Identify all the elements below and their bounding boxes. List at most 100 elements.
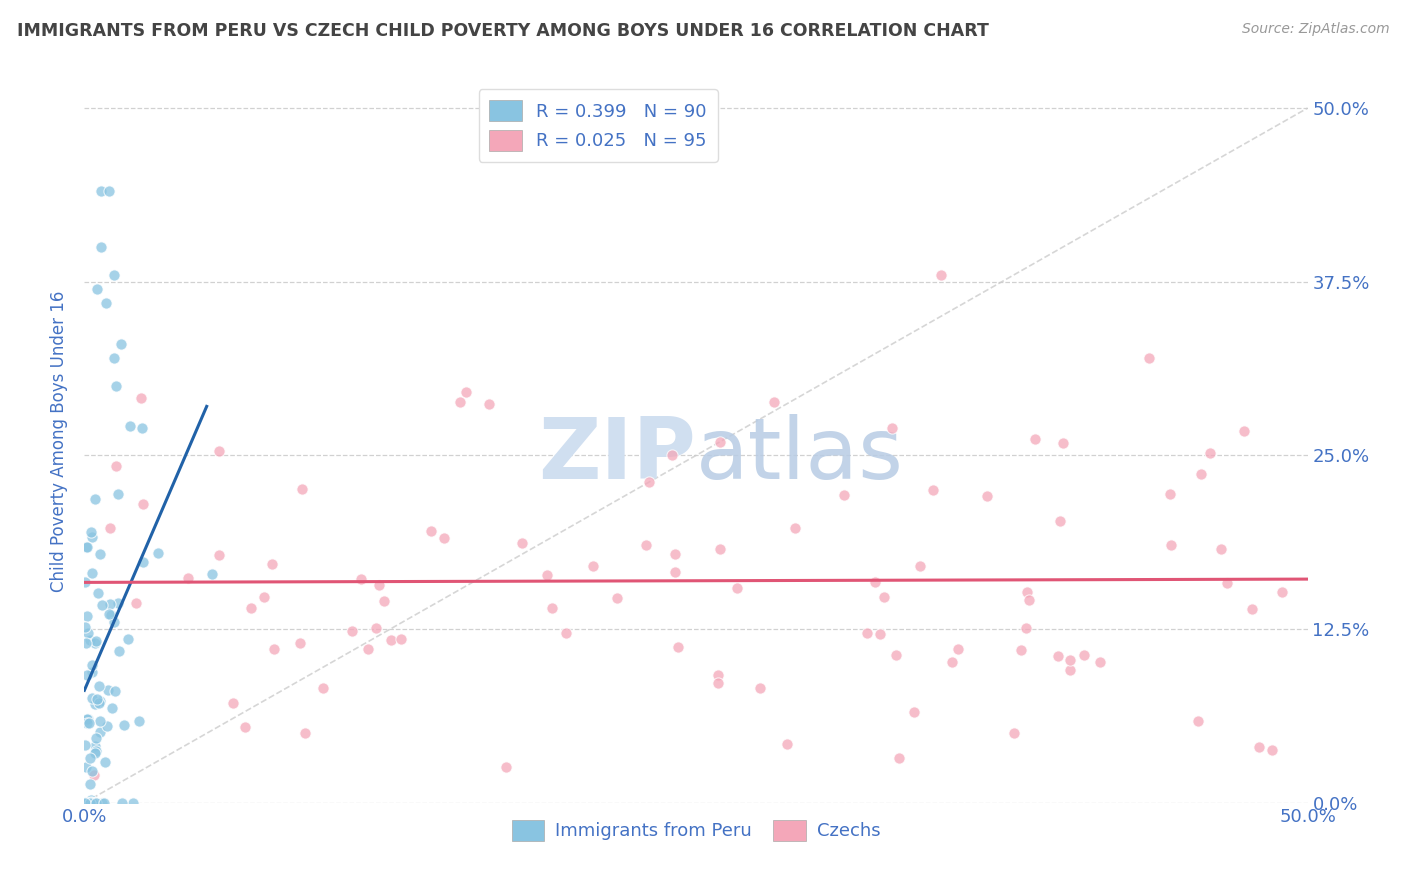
Point	[762, 395, 785, 409]
Point	[75, 540, 97, 554]
Point	[541, 601, 564, 615]
Point	[89, 547, 111, 561]
Point	[200, 566, 222, 581]
Point	[79, 796, 101, 810]
Point	[312, 681, 335, 695]
Point	[294, 726, 316, 740]
Y-axis label: Child Poverty Among Boys Under 16: Child Poverty Among Boys Under 16	[51, 291, 69, 592]
Point	[555, 625, 578, 640]
Point	[263, 642, 285, 657]
Point	[90, 240, 112, 254]
Point	[1010, 642, 1032, 657]
Point	[148, 546, 170, 560]
Point	[79, 632, 101, 647]
Point	[1052, 435, 1074, 450]
Point	[76, 796, 98, 810]
Point	[75, 796, 97, 810]
Point	[75, 760, 97, 774]
Point	[111, 796, 134, 810]
Point	[73, 738, 96, 752]
Point	[84, 739, 107, 753]
Point	[77, 712, 100, 726]
Point	[941, 655, 963, 669]
Point	[76, 712, 98, 726]
Point	[100, 608, 122, 623]
Point	[120, 419, 142, 434]
Point	[84, 636, 107, 650]
Point	[75, 574, 97, 589]
Point	[922, 483, 945, 497]
Point	[1059, 663, 1081, 677]
Point	[903, 705, 925, 719]
Point	[96, 295, 118, 310]
Point	[80, 566, 103, 580]
Point	[1247, 740, 1270, 755]
Point	[89, 724, 111, 739]
Point	[869, 626, 891, 640]
Text: ZIP: ZIP	[538, 415, 696, 498]
Point	[253, 590, 276, 604]
Point	[449, 395, 471, 409]
Point	[79, 751, 101, 765]
Point	[84, 697, 107, 711]
Point	[98, 597, 121, 611]
Point	[880, 420, 903, 434]
Point	[749, 681, 772, 695]
Point	[80, 796, 103, 810]
Text: atlas: atlas	[696, 415, 904, 498]
Point	[87, 586, 110, 600]
Point	[1018, 592, 1040, 607]
Point	[131, 421, 153, 435]
Point	[103, 268, 125, 282]
Point	[100, 701, 122, 715]
Point	[366, 620, 388, 634]
Point	[77, 716, 100, 731]
Point	[1191, 467, 1213, 482]
Point	[76, 668, 98, 682]
Point	[79, 777, 101, 791]
Point	[1015, 585, 1038, 599]
Point	[709, 541, 731, 556]
Point	[79, 796, 101, 810]
Point	[80, 524, 103, 539]
Point	[84, 731, 107, 745]
Point	[863, 574, 886, 589]
Point	[97, 185, 120, 199]
Point	[832, 488, 855, 502]
Point	[84, 744, 107, 758]
Point	[1059, 653, 1081, 667]
Point	[1198, 446, 1220, 460]
Point	[1015, 621, 1038, 635]
Point	[80, 793, 103, 807]
Point	[664, 547, 686, 561]
Point	[80, 657, 103, 672]
Point	[856, 626, 879, 640]
Point	[873, 590, 896, 604]
Point	[84, 633, 107, 648]
Point	[97, 682, 120, 697]
Point	[510, 536, 533, 550]
Point	[1240, 602, 1263, 616]
Point	[1216, 576, 1239, 591]
Point	[1137, 351, 1160, 366]
Point	[105, 379, 128, 393]
Point	[887, 751, 910, 765]
Point	[908, 558, 931, 573]
Point	[82, 796, 104, 810]
Point	[86, 282, 108, 296]
Point	[666, 640, 689, 654]
Point	[107, 487, 129, 501]
Text: IMMIGRANTS FROM PERU VS CZECH CHILD POVERTY AMONG BOYS UNDER 16 CORRELATION CHAR: IMMIGRANTS FROM PERU VS CZECH CHILD POVE…	[17, 22, 988, 40]
Point	[90, 796, 112, 810]
Point	[239, 600, 262, 615]
Point	[107, 596, 129, 610]
Point	[82, 529, 104, 543]
Point	[495, 760, 517, 774]
Point	[76, 608, 98, 623]
Point	[1209, 542, 1232, 557]
Point	[207, 548, 229, 562]
Point	[83, 796, 105, 810]
Point	[76, 540, 98, 554]
Point	[110, 337, 132, 351]
Point	[356, 641, 378, 656]
